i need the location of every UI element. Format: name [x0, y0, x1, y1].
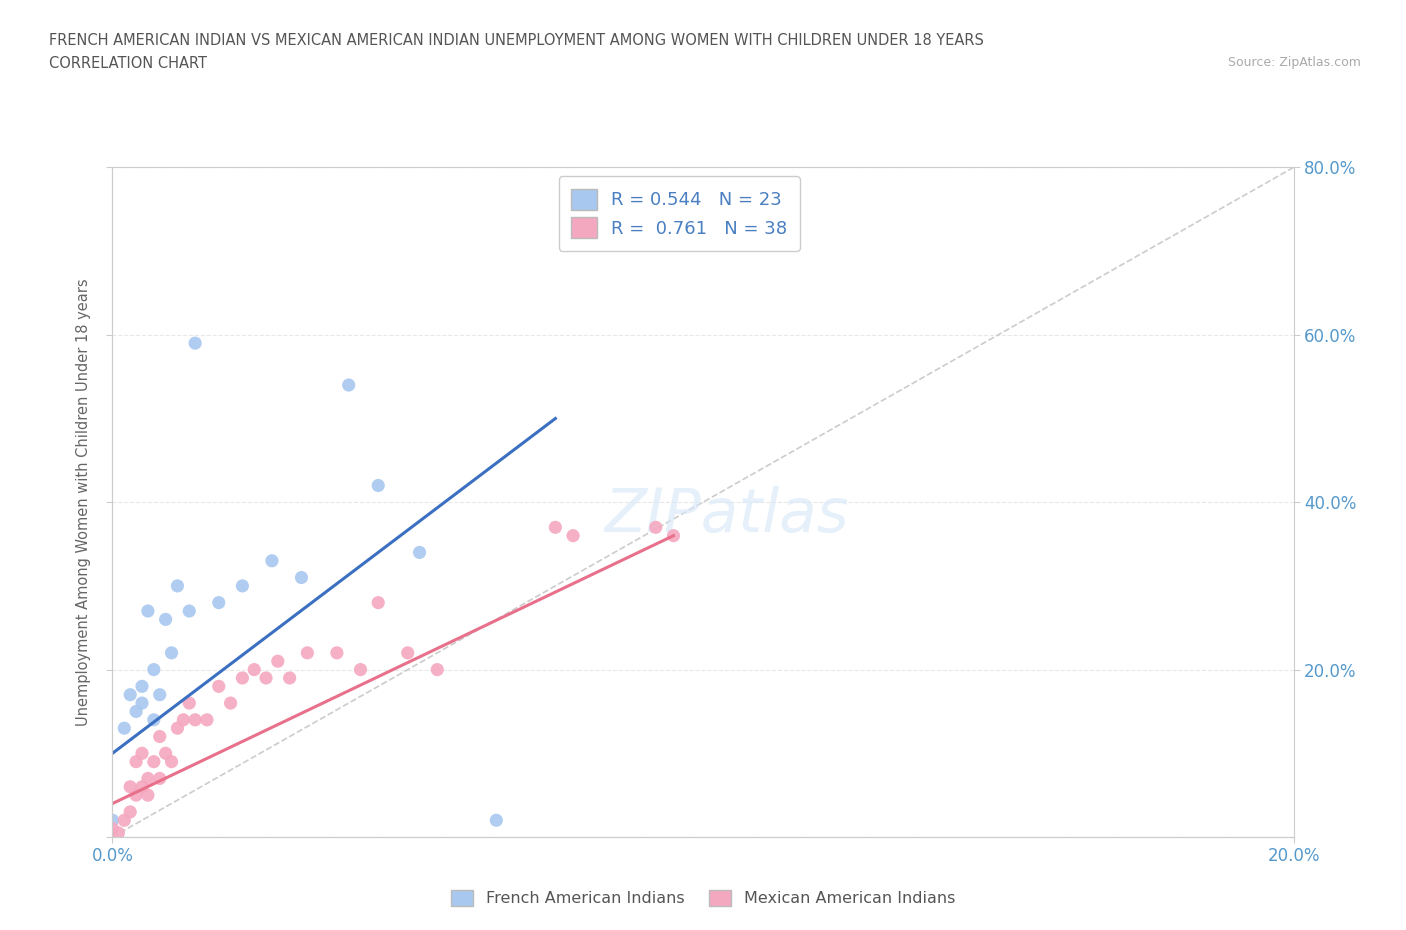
Text: ZIPatlas: ZIPatlas [605, 486, 849, 545]
Point [149, 687, 172, 702]
Point [172, 712, 194, 727]
Text: CORRELATION CHART: CORRELATION CHART [49, 56, 207, 71]
Point [367, 595, 389, 610]
Point [278, 671, 301, 685]
Point [644, 520, 666, 535]
Point [160, 645, 183, 660]
Point [112, 721, 135, 736]
Point [166, 578, 188, 593]
Point [120, 804, 142, 819]
Legend: French American Indians, Mexican American Indians: French American Indians, Mexican America… [444, 884, 962, 912]
Text: FRENCH AMERICAN INDIAN VS MEXICAN AMERICAN INDIAN UNEMPLOYMENT AMONG WOMEN WITH : FRENCH AMERICAN INDIAN VS MEXICAN AMERIC… [49, 33, 984, 47]
Point [195, 712, 218, 727]
Point [184, 712, 207, 727]
Point [155, 612, 177, 627]
Point [662, 528, 685, 543]
Point [101, 813, 124, 828]
Point [290, 570, 312, 585]
Point [136, 788, 159, 803]
Point [142, 662, 165, 677]
Point [179, 696, 201, 711]
Point [112, 813, 135, 828]
Point [267, 654, 290, 669]
Point [396, 645, 419, 660]
Point [254, 671, 277, 685]
Y-axis label: Unemployment Among Women with Children Under 18 years: Unemployment Among Women with Children U… [76, 278, 91, 726]
Point [184, 336, 207, 351]
Point [120, 779, 142, 794]
Point [131, 746, 153, 761]
Point [149, 771, 172, 786]
Point [544, 520, 567, 535]
Point [231, 578, 253, 593]
Point [120, 687, 142, 702]
Point [125, 788, 148, 803]
Point [136, 771, 159, 786]
Point [297, 645, 319, 660]
Point [136, 604, 159, 618]
Point [337, 378, 360, 392]
Point [155, 746, 177, 761]
Point [349, 662, 371, 677]
Point [485, 813, 508, 828]
Point [179, 604, 201, 618]
Point [107, 826, 129, 841]
Point [243, 662, 266, 677]
Point [131, 679, 153, 694]
Point [166, 721, 188, 736]
Point [219, 696, 242, 711]
Point [131, 779, 153, 794]
Point [125, 754, 148, 769]
Point [160, 754, 183, 769]
Point [367, 478, 389, 493]
Point [149, 729, 172, 744]
Point [125, 704, 148, 719]
Legend: R = 0.544   N = 23, R =  0.761   N = 38: R = 0.544 N = 23, R = 0.761 N = 38 [558, 177, 800, 251]
Point [142, 712, 165, 727]
Point [131, 696, 153, 711]
Point [260, 553, 283, 568]
Text: Source: ZipAtlas.com: Source: ZipAtlas.com [1227, 56, 1361, 69]
Point [562, 528, 585, 543]
Point [142, 754, 165, 769]
Point [326, 645, 349, 660]
Point [408, 545, 430, 560]
Point [101, 821, 124, 836]
Point [231, 671, 253, 685]
Point [426, 662, 449, 677]
Point [208, 679, 231, 694]
Point [208, 595, 231, 610]
